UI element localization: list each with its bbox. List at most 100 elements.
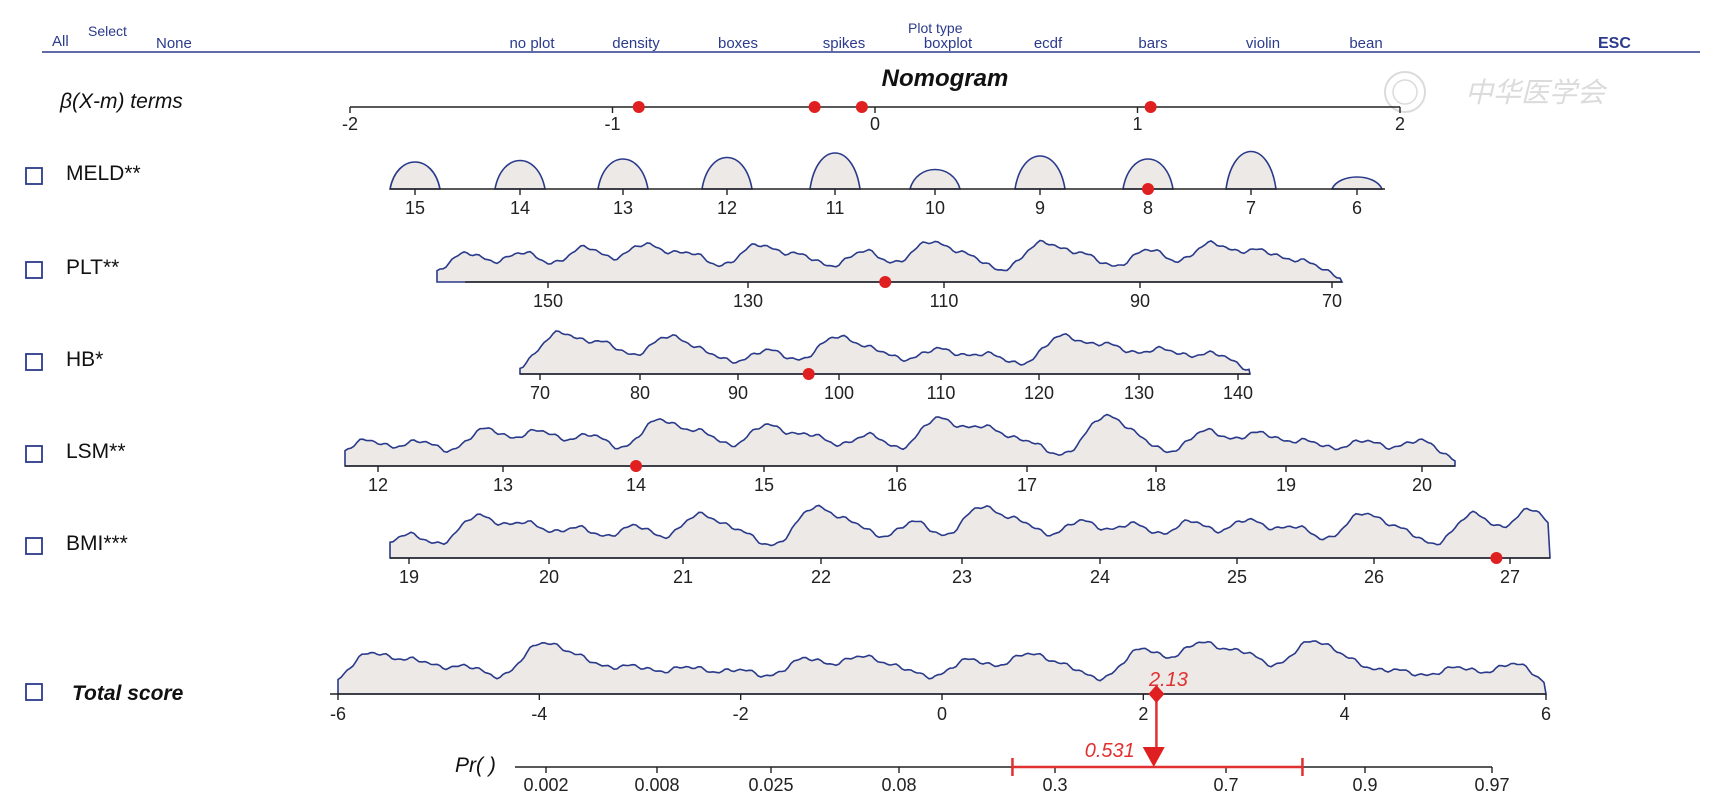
tick-label: 13 [493,475,513,495]
total-score-checkbox[interactable] [25,683,43,701]
tick-label: 23 [952,567,972,587]
total-tick-label: 4 [1340,704,1350,724]
row-plt: PLT** 150 130 110 90 70 [25,239,1344,311]
watermark-seal-icon [1384,71,1426,113]
total-tick-label: 0 [937,704,947,724]
checkbox-hb[interactable] [25,353,43,371]
tick-label: 90 [1130,291,1150,311]
plot-type-bean[interactable]: bean [1349,35,1382,52]
total-tick-label: 2 [1138,704,1148,724]
beta-point [808,101,821,113]
tick-label: 140 [1223,383,1253,403]
tick-label: 11 [826,198,845,218]
probability-tick-label: 0.008 [634,775,679,795]
chart-title: Nomogram [882,65,1009,92]
probability-marker-icon [1142,747,1165,767]
tick-label: 24 [1090,567,1110,587]
plot-type-ecdf[interactable]: ecdf [1034,35,1063,52]
select-none-link[interactable]: None [156,35,192,52]
total-tick-label: -2 [733,704,749,724]
density-curve [344,413,1456,467]
tick-label: 130 [733,291,763,311]
tick-label: 70 [1322,291,1342,311]
plot-menu: All Select None Plot type no plot density… [42,20,1700,53]
plot-type-boxes[interactable]: boxes [718,35,758,52]
plot-type-no-plot[interactable]: no plot [509,35,555,52]
row-lsm: LSM** 12 13 14 15 16 17 18 19 20 [25,413,1456,495]
tick-label: 9 [1035,198,1045,218]
tick-label: 26 [1364,567,1384,587]
probability-value: 0.531 [1085,740,1135,762]
total-tick-label: -6 [330,704,346,724]
probability-tick-label: 0.7 [1213,775,1238,795]
plot-type-bars[interactable]: bars [1138,35,1167,52]
total-score-value: 2.13 [1148,669,1188,691]
probability-tick-label: 0.025 [748,775,793,795]
checkbox-bmi[interactable] [25,537,43,555]
selected-value-point [630,460,642,472]
tick-label: 120 [1024,383,1054,403]
tick-label: 13 [613,198,633,218]
probability-tick-label: 0.08 [881,775,916,795]
tick-label: 90 [728,383,748,403]
total-score-label: Total score [72,682,184,705]
tick-label: 20 [1412,475,1432,495]
tick-label: 16 [887,475,907,495]
tick-label: 12 [368,475,388,495]
tick-label: 7 [1246,198,1256,218]
probability-tick-label: 0.97 [1474,775,1509,795]
plot-type-violin[interactable]: violin [1246,35,1280,52]
plot-type-boxplot[interactable]: boxplot [924,35,973,52]
tick-label: 19 [399,567,419,587]
tick-label: 20 [539,567,559,587]
esc-button[interactable]: ESC [1598,35,1631,52]
beta-axis: -2 -1 0 1 2 [342,101,1405,134]
tick-label: 6 [1352,198,1362,218]
total-tick-label: -4 [531,704,547,724]
select-caption: Select [88,23,127,39]
beta-tick-label: 1 [1132,114,1142,134]
checkbox-plt[interactable] [25,261,43,279]
variable-label: BMI*** [66,532,128,555]
beta-tick-label: 0 [870,114,880,134]
probability-tick-label: 0.3 [1042,775,1067,795]
beta-point [632,101,645,113]
beta-tick-label: -1 [604,114,620,134]
beta-tick-label: -2 [342,114,358,134]
density-curve [389,150,1384,190]
tick-label: 27 [1500,567,1520,587]
select-all-link[interactable]: All [52,33,69,50]
plot-type-spikes[interactable]: spikes [823,35,866,52]
tick-label: 100 [824,383,854,403]
beta-point [855,101,868,113]
beta-point [1144,101,1157,113]
plot-type-caption: Plot type [908,20,963,36]
variable-label: PLT** [66,256,119,279]
density-curve [519,330,1251,375]
tick-label: 150 [533,291,563,311]
checkbox-lsm[interactable] [25,445,43,463]
variable-label: MELD** [66,162,141,185]
selected-value-point [1142,183,1154,195]
probability-tick-label: 0.9 [1352,775,1377,795]
selected-value-point [1490,552,1503,564]
probability-row: Pr( ) 0.002 0.008 0.025 0.08 0.3 0.7 0.9 0.97 0.… [455,740,1510,795]
plot-type-density[interactable]: density [612,35,660,52]
total-score-marker [1148,685,1165,703]
tick-label: 21 [673,567,693,587]
tick-label: 80 [630,383,650,403]
probability-label: Pr( ) [455,754,496,777]
selected-value-point [802,368,815,380]
row-bmi: BMI*** 19 20 21 22 23 24 25 26 27 [25,504,1551,587]
row-hb: HB* 70 80 90 100 110 120 130 140 [25,330,1253,403]
total-density-curve [337,640,1547,695]
checkbox-meld[interactable] [25,167,43,185]
tick-label: 130 [1124,383,1154,403]
total-score-row: Total score -6 -4 -2 0 2 4 6 2.13 [25,640,1551,752]
tick-label: 70 [530,383,550,403]
probability-tick-label: 0.002 [523,775,568,795]
tick-label: 19 [1276,475,1296,495]
selected-value-point [879,276,892,288]
tick-label: 14 [626,475,646,495]
density-curve [436,239,1344,283]
